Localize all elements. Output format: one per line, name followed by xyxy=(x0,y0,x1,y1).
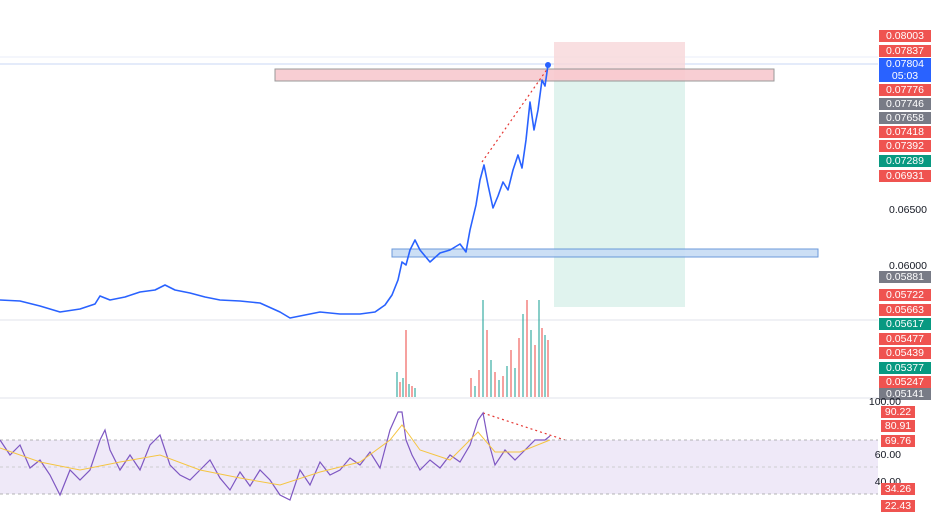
volume-bar xyxy=(534,345,536,397)
volume-bar xyxy=(408,384,410,397)
volume-bar xyxy=(502,376,504,397)
resistance-zone[interactable] xyxy=(274,68,775,82)
volume-bar xyxy=(506,366,508,397)
volume-bar xyxy=(510,350,512,397)
price-axis-label: 0.05722 xyxy=(879,289,931,301)
price-axis-label: 0.08003 xyxy=(879,30,931,42)
take-profit-zone[interactable] xyxy=(554,79,685,307)
price-axis-label: 05:03 xyxy=(879,70,931,82)
volume-bar xyxy=(414,388,416,397)
price-axis-tick: 0.06000 xyxy=(889,260,927,272)
volume-bar xyxy=(538,300,540,397)
price-axis-label: 0.07418 xyxy=(879,126,931,138)
volume-bar xyxy=(470,378,472,397)
rsi-axis-label: 22.43 xyxy=(881,500,915,512)
support-zone[interactable] xyxy=(391,248,819,258)
price-axis-label: 0.07804 xyxy=(879,58,931,70)
price-axis-label: 0.07746 xyxy=(879,98,931,110)
rsi-axis-label: 90.22 xyxy=(881,406,915,418)
price-axis-label: 0.05439 xyxy=(879,347,931,359)
price-axis-label: 0.05477 xyxy=(879,333,931,345)
rsi-axis-label: 34.26 xyxy=(881,483,915,495)
price-axis-label: 0.07289 xyxy=(879,155,931,167)
rsi-moving-average xyxy=(0,424,551,486)
volume-bar xyxy=(399,382,401,397)
volume-bar xyxy=(478,370,480,397)
last-price-dot xyxy=(545,62,551,68)
price-axis-label: 0.07837 xyxy=(879,45,931,57)
volume-bar xyxy=(405,330,407,397)
volume-bar xyxy=(541,328,543,397)
volume-bar xyxy=(474,386,476,397)
volume-bar xyxy=(514,368,516,397)
volume-bar xyxy=(490,360,492,397)
price-axis-label: 0.05141 xyxy=(879,388,931,400)
volume-series xyxy=(396,300,549,397)
volume-bar xyxy=(494,372,496,397)
volume-bar xyxy=(482,300,484,397)
price-axis-tick: 0.06500 xyxy=(889,204,927,216)
rsi-trendline[interactable] xyxy=(482,412,566,441)
volume-bar xyxy=(411,386,413,397)
volume-bar xyxy=(486,330,488,397)
price-axis-label: 0.07392 xyxy=(879,140,931,152)
price-axis-label: 0.07776 xyxy=(879,84,931,96)
volume-bar xyxy=(522,314,524,397)
price-trendline[interactable] xyxy=(481,67,549,163)
price-axis-label: 0.05617 xyxy=(879,318,931,330)
volume-bar xyxy=(518,338,520,397)
rsi-line xyxy=(0,411,551,501)
price-line xyxy=(0,64,549,319)
price-axis-label: 0.07658 xyxy=(879,112,931,124)
volume-bar xyxy=(530,330,532,397)
price-axis-label: 0.05247 xyxy=(879,376,931,388)
volume-bar xyxy=(544,335,546,397)
price-axis-label: 0.06931 xyxy=(879,170,931,182)
volume-bar xyxy=(526,300,528,397)
volume-bar xyxy=(547,340,549,397)
price-series xyxy=(0,64,549,319)
price-axis-label: 0.05377 xyxy=(879,362,931,374)
price-axis-label: 0.05663 xyxy=(879,304,931,316)
rsi-axis-tick: 100.00 xyxy=(868,396,901,408)
volume-bar xyxy=(498,380,500,397)
rsi-axis-tick: 60.00 xyxy=(874,449,901,461)
price-axis-label: 0.05881 xyxy=(879,271,931,283)
rsi-axis-label: 80.91 xyxy=(881,420,915,432)
rsi-series xyxy=(0,411,551,501)
volume-bar xyxy=(396,372,398,397)
rsi-axis-label: 69.76 xyxy=(881,435,915,447)
volume-bar xyxy=(402,378,404,397)
